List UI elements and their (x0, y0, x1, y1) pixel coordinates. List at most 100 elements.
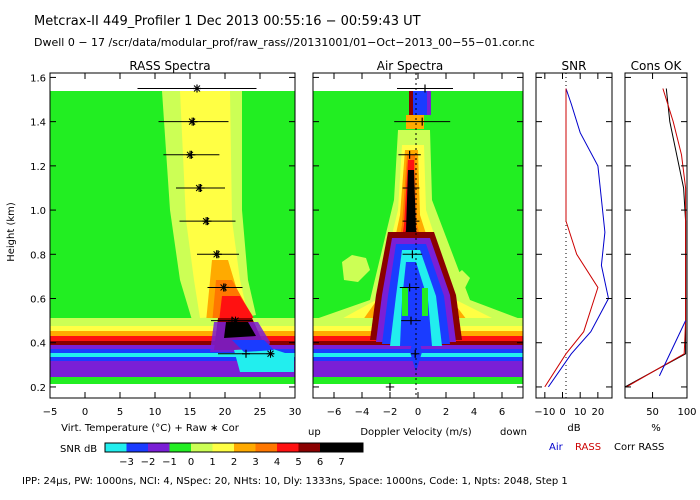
rass-cor-point (219, 283, 228, 292)
colorbar: SNR dB −3 −2 −1 0 1 2 3 4 5 6 7 (60, 442, 364, 468)
x-tick-label: 100 (677, 407, 696, 418)
air-heatmap (313, 91, 523, 384)
x-tick-label: 0 (559, 407, 565, 418)
snr-x-axis: −10 0 10 20 (534, 73, 604, 418)
x-tick-label: 20 (219, 407, 232, 418)
y-tick-label: 0.6 (30, 295, 46, 306)
rass-blob-blue (232, 340, 274, 352)
header-line1: Metcrax-II 449_Profiler 1 Dec 2013 00:55… (34, 14, 421, 29)
rass-band-cyan (50, 353, 295, 357)
y-tick-label: 0.8 (30, 250, 46, 261)
rass-cor-point (195, 183, 204, 192)
rass-blob-black (224, 322, 256, 338)
air-bottom-green (313, 377, 523, 384)
y-tick-label: 0.2 (30, 383, 46, 394)
line-legend: Air RASS Corr RASS (549, 442, 664, 453)
legend-rass: RASS (575, 442, 601, 453)
rass-cor-point (186, 150, 194, 159)
x-tick-label: 15 (184, 407, 197, 418)
x-tick-label: 0 (415, 407, 421, 418)
cons-lines (624, 88, 687, 388)
x-tick-label: −5 (43, 407, 58, 418)
rass-frame (49, 72, 296, 399)
cons-title: Cons OK (631, 59, 683, 73)
y-tick-label: 1.6 (30, 73, 46, 84)
air-marks (385, 84, 453, 391)
series-line-rass (544, 88, 599, 388)
air-x-label-down: down (500, 427, 527, 438)
colorbar-tick-label: 1 (209, 457, 215, 468)
cons-frame (624, 72, 688, 399)
rass-plume-yellow (180, 91, 248, 318)
air-x-label-up: up (308, 427, 321, 438)
x-tick-label: −6 (327, 407, 342, 418)
air-blob-yellowgreen (342, 255, 370, 282)
colorbar-cell (341, 443, 363, 452)
snr-panel: −10 0 10 20 dB (534, 72, 613, 434)
snr-lines (544, 88, 610, 388)
cons-y-axis (625, 76, 687, 388)
colorbar-tick-label: 5 (295, 457, 301, 468)
rass-cor-point (202, 217, 211, 226)
footer-params: IPP: 24μs, PW: 1000ns, NCI: 4, NSpec: 20… (22, 476, 568, 487)
colorbar-ticks: −3 −2 −1 0 1 2 3 4 5 6 7 (119, 457, 345, 468)
air-spot-green2 (402, 288, 408, 316)
rass-bottom-green (50, 377, 295, 384)
x-tick-label: −10 (534, 407, 555, 418)
colorbar-tick-label: 0 (188, 457, 194, 468)
header-line2: Dwell 0 − 17 /scr/data/modular_prof/raw_… (34, 36, 535, 49)
colorbar-tick-label: 6 (317, 457, 323, 468)
y-tick-label: 0.4 (30, 339, 46, 350)
colorbar-tick-label: −1 (162, 457, 177, 468)
rass-raw-point (242, 349, 250, 358)
y-tick-label: 1.2 (30, 162, 46, 173)
colorbar-tick-label: −3 (119, 457, 134, 468)
colorbar-cell (148, 443, 170, 452)
legend-corr-rass: Corr RASS (614, 442, 664, 453)
colorbar-tick-label: 7 (338, 457, 344, 468)
colorbar-cell (169, 443, 191, 452)
cons-x-axis: 50 100 (646, 73, 697, 418)
colorbar-border (104, 442, 364, 453)
colorbar-cell (126, 443, 148, 452)
air-x-axis: −6 −4 −2 0 2 4 6 (327, 73, 505, 418)
air-y-axis (313, 76, 523, 388)
rass-x-axis: −5 0 5 10 15 20 25 30 (43, 73, 302, 418)
air-spot-green (422, 288, 428, 316)
rass-band-blue (50, 349, 295, 353)
air-panel: −6 −4 −2 0 2 4 6 up Doppler Velocity (m/s) dow… (308, 72, 527, 438)
x-tick-label: −4 (355, 407, 370, 418)
y-tick-label: 1.4 (30, 118, 46, 129)
x-tick-label: 10 (574, 407, 587, 418)
snr-y-axis (536, 76, 612, 388)
x-tick-label: 20 (591, 407, 604, 418)
rass-band-blue2 (50, 357, 295, 361)
x-tick-label: 10 (149, 407, 162, 418)
rass-band-red (50, 336, 295, 341)
x-tick-label: 6 (499, 407, 505, 418)
colorbar-cell (212, 443, 234, 452)
rass-band-purple2 (50, 361, 295, 377)
rass-cor-point (212, 250, 221, 259)
series-line-rass (626, 88, 687, 388)
colorbar-cell (234, 443, 256, 452)
cons-panel: 50 100 % (624, 72, 697, 434)
colorbar-cell (105, 443, 127, 452)
x-tick-label: −2 (383, 407, 398, 418)
rass-cor-point (266, 349, 275, 358)
colorbar-tick-label: 2 (231, 457, 237, 468)
air-top-purple (427, 91, 431, 115)
colorbar-label: SNR dB (60, 444, 97, 455)
y-tick-label: 1.0 (30, 206, 46, 217)
colorbar-tick-label: 4 (274, 457, 280, 468)
rass-band-yellow (50, 326, 295, 331)
x-tick-label: 30 (289, 407, 302, 418)
rass-marks (137, 84, 275, 358)
rass-band-darkred (50, 341, 295, 345)
air-band-purple2 (313, 361, 523, 377)
air-x-label: Doppler Velocity (m/s) (360, 427, 471, 438)
x-tick-label: 0 (82, 407, 88, 418)
x-tick-label: 5 (117, 407, 123, 418)
series-line-corr (658, 320, 687, 377)
